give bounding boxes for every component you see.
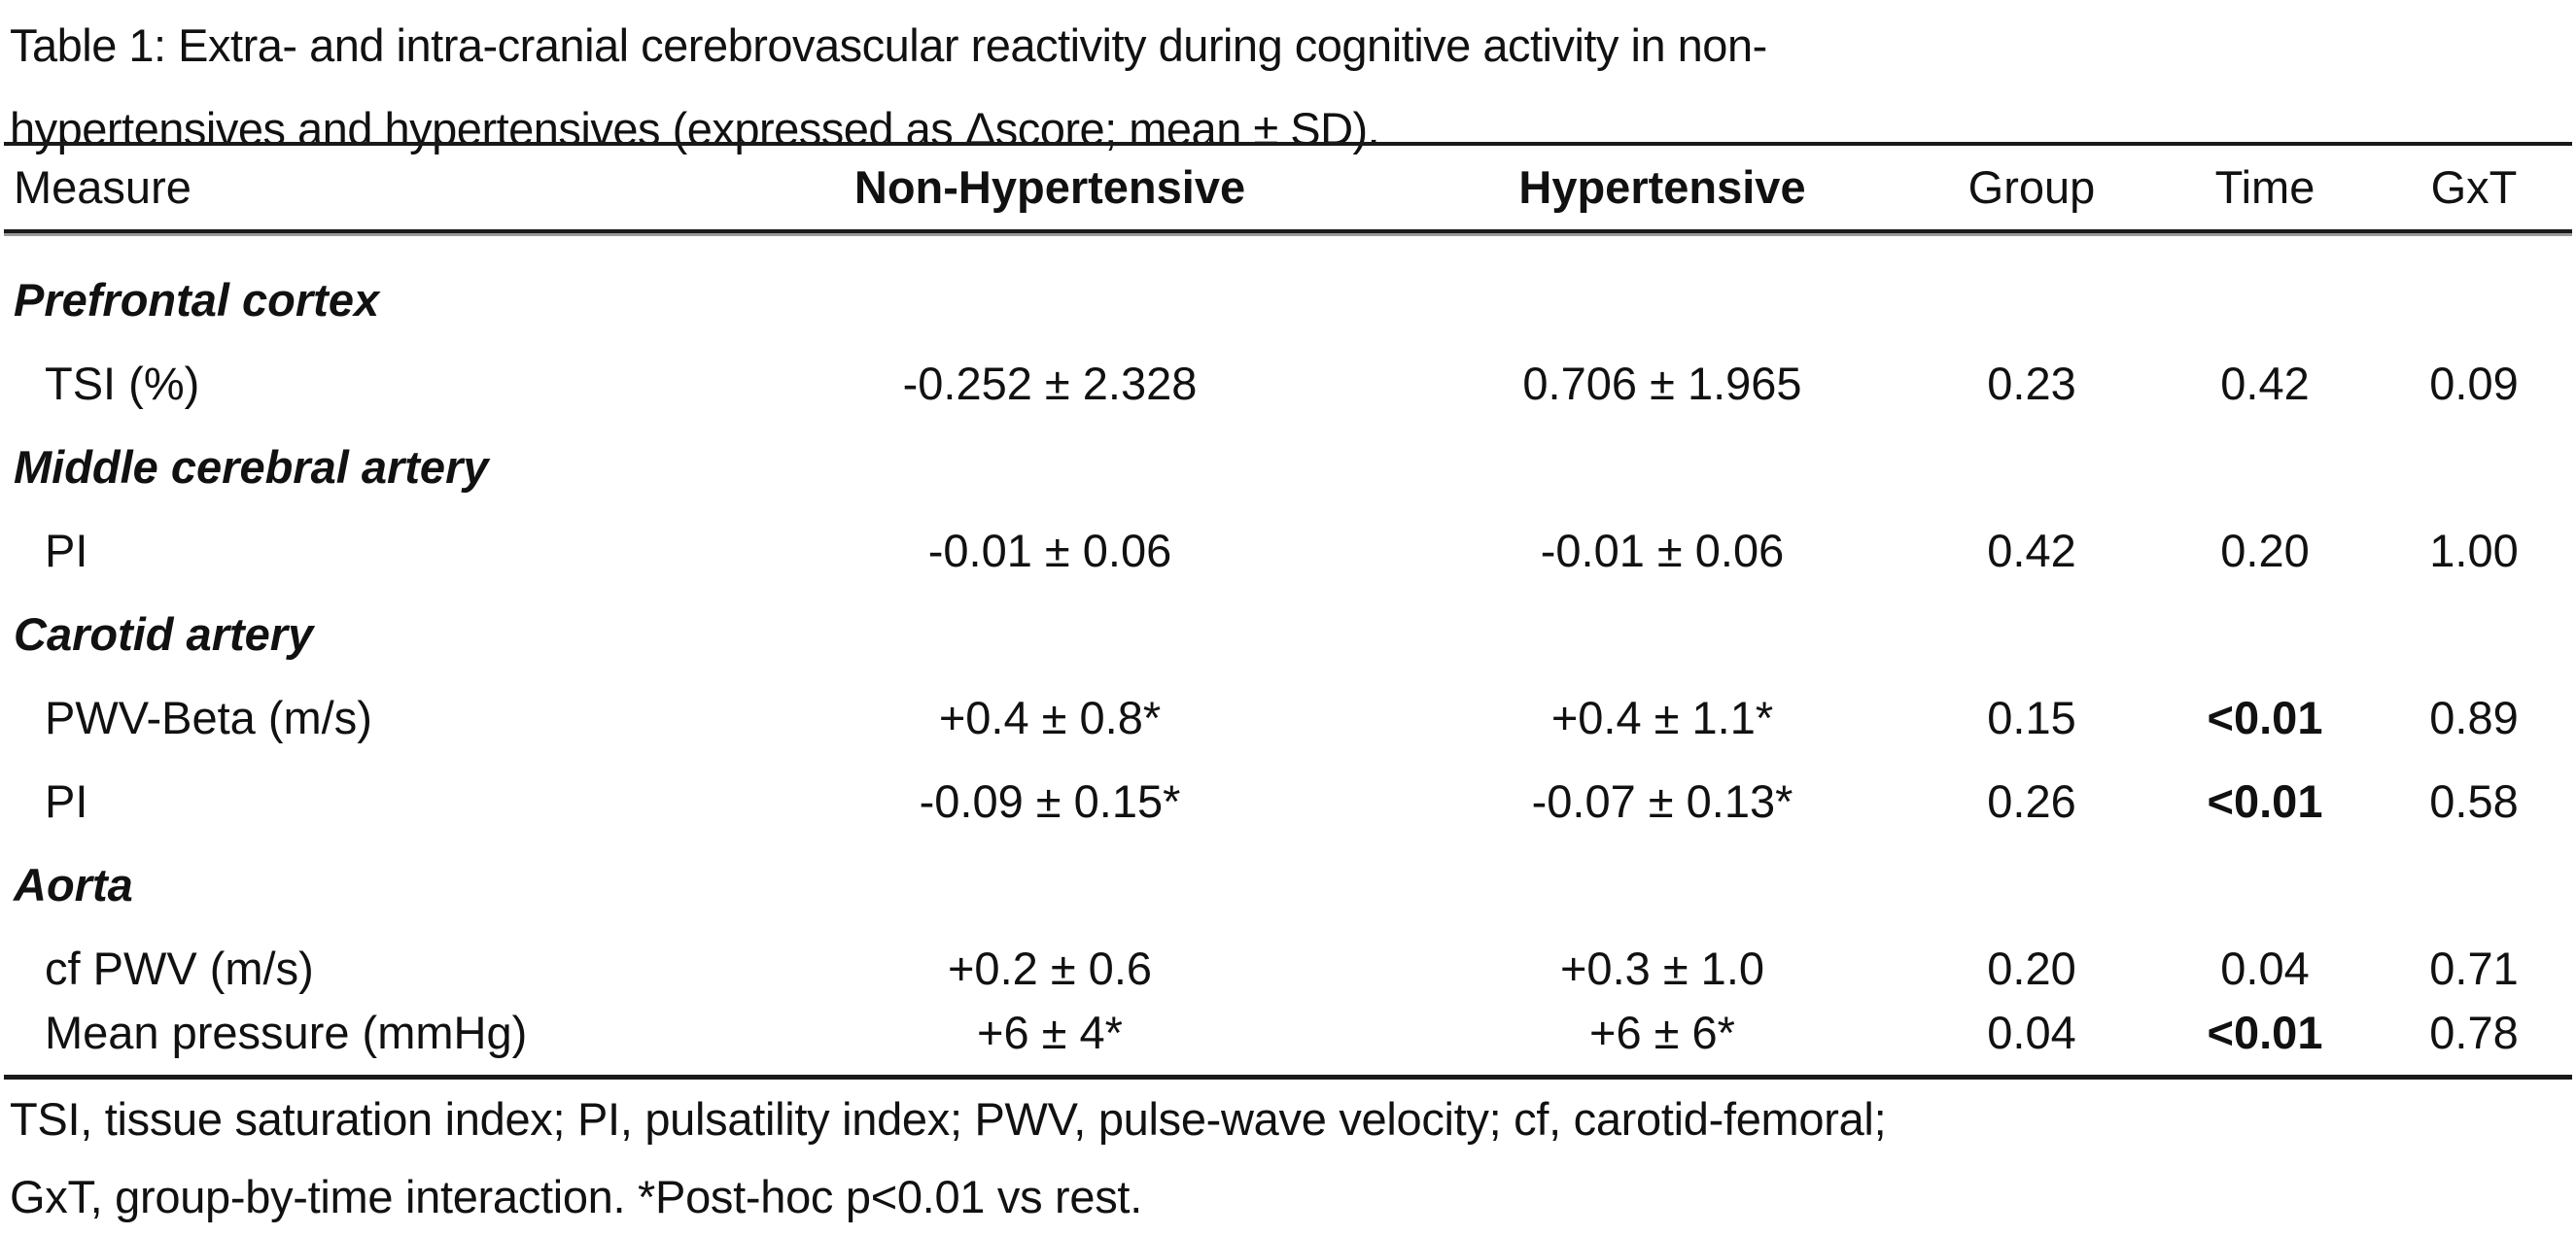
- group-p-cell: 0.04: [1987, 1007, 2076, 1058]
- time-p-cell: <0.01: [2207, 1007, 2323, 1058]
- non-hypertensive-cell: -0.252 ± 2.328: [902, 358, 1198, 409]
- table-row: cf PWV (m/s) +0.2 ± 0.6 +0.3 ± 1.0 0.20 …: [0, 927, 2576, 1011]
- measure-cell: PWV-Beta (m/s): [45, 692, 372, 743]
- non-hypertensive-cell: +0.4 ± 0.8*: [938, 692, 1162, 743]
- group-p-cell: 0.20: [1987, 943, 2076, 994]
- non-hypertensive-cell: -0.01 ± 0.06: [927, 525, 1172, 576]
- measure-cell: PI: [45, 525, 88, 576]
- measure-cell: cf PWV (m/s): [45, 943, 314, 994]
- measure-cell: TSI (%): [45, 358, 200, 409]
- bottom-rule: [4, 1075, 2572, 1080]
- table-row: Mean pressure (mmHg) +6 ± 4* +6 ± 6* 0.0…: [0, 991, 2576, 1075]
- header-group: Group: [1967, 161, 2096, 213]
- hypertensive-cell: -0.01 ± 0.06: [1540, 525, 1785, 576]
- non-hypertensive-cell: +6 ± 4*: [977, 1007, 1123, 1058]
- table-footnote: TSI, tissue saturation index; PI, pulsat…: [10, 1081, 2557, 1236]
- caption-line-1: Table 1: Extra- and intra-cranial cerebr…: [10, 19, 1767, 71]
- header-non-hypertensive: Non-Hypertensive: [853, 161, 1246, 213]
- measure-cell: PI: [45, 775, 88, 827]
- footnote-line-2: GxT, group-by-time interaction. *Post-ho…: [10, 1171, 1142, 1222]
- table-caption: Table 1: Extra- and intra-cranial cerebr…: [10, 4, 2557, 171]
- group-p-cell: 0.26: [1987, 775, 2076, 827]
- header-measure: Measure: [14, 161, 191, 213]
- caption-line-2: hypertensives and hypertensives (express…: [10, 103, 1380, 154]
- section-row: Aorta: [0, 843, 2576, 927]
- time-p-cell: 0.42: [2220, 358, 2310, 409]
- group-p-cell: 0.15: [1987, 692, 2076, 743]
- section-title: Aorta: [14, 859, 133, 910]
- non-hypertensive-cell: +0.2 ± 0.6: [947, 943, 1153, 994]
- hypertensive-cell: +0.4 ± 1.1*: [1550, 692, 1774, 743]
- section-title: Carotid artery: [14, 608, 314, 660]
- gxt-p-cell: 0.09: [2429, 358, 2519, 409]
- hypertensive-cell: -0.07 ± 0.13*: [1531, 775, 1793, 827]
- header-rule: [4, 229, 2572, 236]
- table-row: PI -0.01 ± 0.06 -0.01 ± 0.06 0.42 0.20 1…: [0, 509, 2576, 593]
- top-rule: [4, 142, 2572, 146]
- table-row: PI -0.09 ± 0.15* -0.07 ± 0.13* 0.26 <0.0…: [0, 760, 2576, 843]
- table-row: TSI (%) -0.252 ± 2.328 0.706 ± 1.965 0.2…: [0, 342, 2576, 426]
- hypertensive-cell: +6 ± 6*: [1589, 1007, 1735, 1058]
- section-row: Middle cerebral artery: [0, 426, 2576, 509]
- section-row: Prefrontal cortex: [0, 258, 2576, 342]
- section-title: Middle cerebral artery: [14, 441, 489, 493]
- time-p-cell: 0.20: [2220, 525, 2310, 576]
- gxt-p-cell: 0.71: [2429, 943, 2519, 994]
- section-title: Prefrontal cortex: [14, 274, 380, 326]
- measure-cell: Mean pressure (mmHg): [45, 1007, 528, 1058]
- group-p-cell: 0.23: [1987, 358, 2076, 409]
- hypertensive-cell: 0.706 ± 1.965: [1522, 358, 1802, 409]
- footnote-line-1: TSI, tissue saturation index; PI, pulsat…: [10, 1093, 1887, 1145]
- header-row: Measure Non-Hypertensive Hypertensive Gr…: [0, 146, 2576, 229]
- header-time: Time: [2214, 161, 2315, 213]
- non-hypertensive-cell: -0.09 ± 0.15*: [919, 775, 1181, 827]
- group-p-cell: 0.42: [1987, 525, 2076, 576]
- gxt-p-cell: 0.58: [2429, 775, 2519, 827]
- time-p-cell: 0.04: [2220, 943, 2310, 994]
- section-row: Carotid artery: [0, 593, 2576, 676]
- gxt-p-cell: 0.89: [2429, 692, 2519, 743]
- gxt-p-cell: 1.00: [2429, 525, 2519, 576]
- table-row: PWV-Beta (m/s) +0.4 ± 0.8* +0.4 ± 1.1* 0…: [0, 676, 2576, 760]
- time-p-cell: <0.01: [2207, 775, 2323, 827]
- gxt-p-cell: 0.78: [2429, 1007, 2519, 1058]
- header-gxt: GxT: [2430, 161, 2518, 213]
- time-p-cell: <0.01: [2207, 692, 2323, 743]
- hypertensive-cell: +0.3 ± 1.0: [1559, 943, 1765, 994]
- header-hypertensive: Hypertensive: [1518, 161, 1806, 213]
